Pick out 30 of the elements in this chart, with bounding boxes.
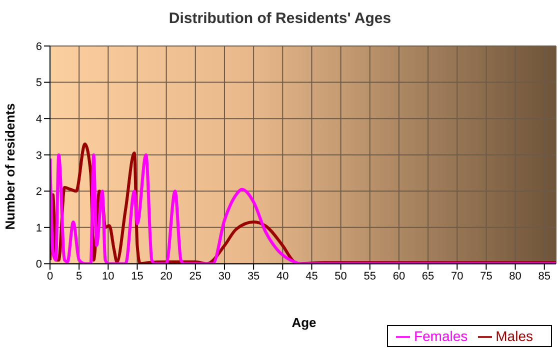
x-tick-label: 20: [160, 270, 172, 283]
x-tick-label: 30: [218, 270, 231, 283]
y-tick-label: 3: [36, 150, 42, 162]
x-tick-label: 5: [76, 270, 82, 283]
x-tick-label: 35: [247, 270, 260, 283]
y-tick-label: 2: [36, 186, 42, 198]
legend-label: Males: [496, 328, 533, 344]
x-tick-label: 60: [392, 270, 406, 283]
x-tick-label: 65: [422, 270, 434, 283]
legend-label: Females: [414, 328, 468, 344]
x-tick-label: 70: [451, 270, 464, 283]
x-tick-label: 0: [46, 270, 54, 283]
x-tick-label: 85: [538, 270, 550, 283]
x-tick-label: 10: [102, 270, 114, 283]
x-tick-label: 50: [334, 270, 347, 283]
x-tick-label: 15: [131, 270, 144, 283]
x-tick-label: 80: [509, 270, 522, 283]
x-tick-label: 40: [276, 270, 289, 283]
y-tick-label: 5: [36, 77, 42, 90]
x-tick-label: 25: [189, 270, 202, 283]
y-axis-title: Number of residents: [2, 102, 18, 230]
x-axis-title: Age: [292, 315, 316, 330]
chart-title: Distribution of Residents' Ages: [168, 10, 392, 27]
y-tick-label: 0: [36, 258, 42, 271]
x-tick-label: 55: [364, 270, 376, 283]
x-tick-label: 45: [306, 270, 318, 283]
y-tick-label: 6: [36, 40, 42, 53]
y-tick-label: 4: [36, 113, 42, 126]
y-tick-label: 1: [36, 222, 42, 234]
x-tick-label: 75: [480, 270, 492, 283]
